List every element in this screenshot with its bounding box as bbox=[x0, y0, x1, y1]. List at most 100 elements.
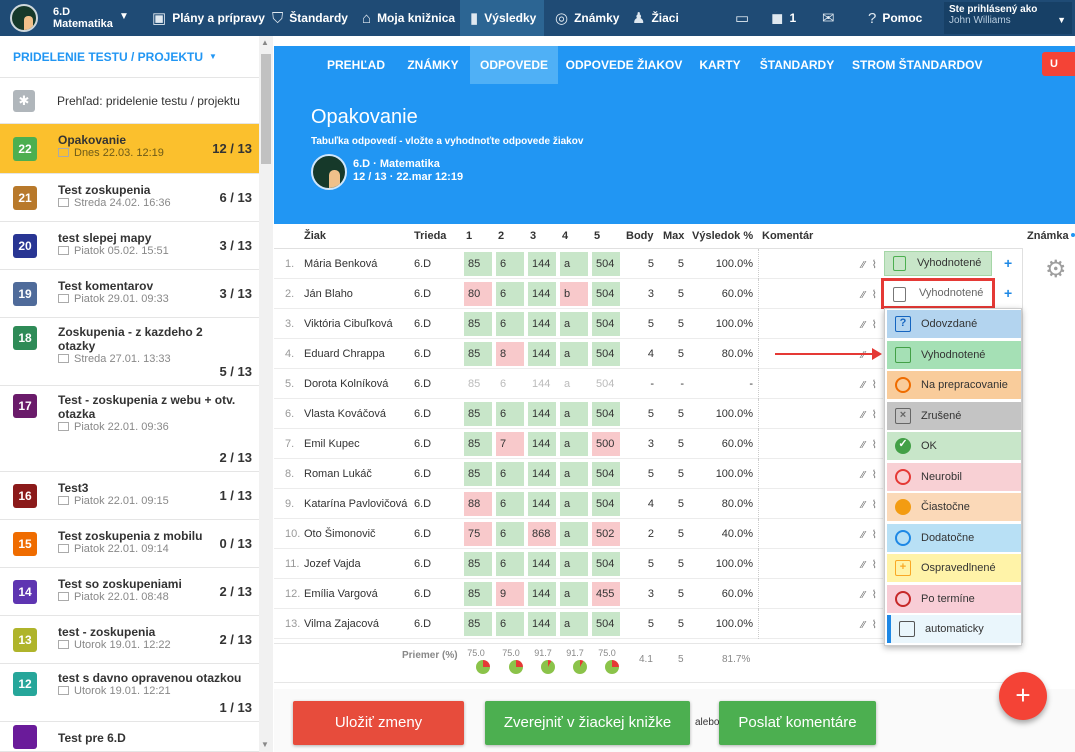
nav-students[interactable]: ♟ Žiaci bbox=[632, 10, 679, 27]
answer-cell[interactable]: 85 bbox=[468, 378, 481, 390]
answer-cell[interactable]: 85 bbox=[464, 582, 492, 606]
status-cell-active[interactable]: Vyhodnotené bbox=[881, 278, 995, 309]
answer-cell[interactable]: 6 bbox=[496, 252, 524, 276]
sidebar-item[interactable]: 21 Test zoskupenia Streda 24.02. 16:36 6 / … bbox=[0, 174, 272, 222]
answer-cell[interactable]: a bbox=[560, 252, 588, 276]
answer-cell[interactable]: 80 bbox=[464, 282, 492, 306]
col-comment[interactable]: Komentár bbox=[762, 230, 814, 242]
answer-cell[interactable]: 85 bbox=[464, 342, 492, 366]
chevron-down-icon[interactable]: ▼ bbox=[119, 11, 129, 22]
col-points[interactable]: Body bbox=[626, 230, 654, 242]
answer-cell[interactable]: 6 bbox=[496, 282, 524, 306]
attachment-icon[interactable]: ⌇ bbox=[871, 529, 877, 541]
answer-cell[interactable]: a bbox=[560, 462, 588, 486]
sidebar-item[interactable]: 19 Test komentarov Piatok 29.01. 09:33 3 / … bbox=[0, 270, 272, 318]
status-option[interactable]: ✓ OK bbox=[887, 432, 1021, 460]
tab-answers[interactable]: ODPOVEDE bbox=[470, 46, 558, 84]
answer-cell[interactable]: 85 bbox=[464, 462, 492, 486]
student-name[interactable]: Vlasta Kováčová bbox=[304, 408, 386, 420]
student-name[interactable]: Roman Lukáč bbox=[304, 468, 372, 480]
student-name[interactable]: Ján Blaho bbox=[304, 288, 353, 300]
attachment-icon[interactable]: ⌇ bbox=[871, 439, 877, 451]
add-fab-button[interactable]: + bbox=[999, 672, 1047, 720]
scroll-down-icon[interactable]: ▼ bbox=[261, 740, 269, 749]
sidebar-item[interactable]: 22 Opakovanie Dnes 22.03. 12:19 12 / 13 bbox=[0, 124, 272, 174]
tab-overview[interactable]: PREHĽAD bbox=[326, 58, 385, 72]
attachment-icon[interactable]: ⌇ bbox=[871, 499, 877, 511]
attachment-icon[interactable]: ⌇ bbox=[871, 469, 877, 481]
nav-plans[interactable]: ▣ Plány a prípravy bbox=[152, 10, 265, 27]
answer-cell[interactable]: 144 bbox=[528, 342, 556, 366]
answer-cell[interactable]: a bbox=[560, 492, 588, 516]
student-name[interactable]: Viktória Cibuľková bbox=[304, 318, 393, 330]
nav-grades[interactable]: ◎ Známky bbox=[555, 10, 620, 27]
comment-cell[interactable]: ⁄⁄ ⌇ bbox=[758, 309, 883, 339]
comment-cell[interactable]: ⁄⁄ ⌇ bbox=[758, 429, 883, 459]
col-q2[interactable]: 2 bbox=[498, 230, 505, 242]
comment-cell[interactable]: ⁄⁄ ⌇ bbox=[758, 609, 883, 639]
answer-cell[interactable]: 144 bbox=[528, 312, 556, 336]
answer-cell[interactable]: 455 bbox=[592, 582, 620, 606]
gear-icon[interactable]: ⚙ bbox=[1045, 256, 1067, 283]
answer-cell[interactable]: a bbox=[560, 522, 588, 546]
status-option[interactable]: Vyhodnotené bbox=[887, 340, 1021, 369]
screen-share-icon[interactable]: ▭ bbox=[735, 10, 750, 27]
tab-standards-tree[interactable]: STROM ŠTANDARDOV bbox=[852, 58, 983, 72]
answer-cell[interactable]: 6 bbox=[496, 402, 524, 426]
col-q4[interactable]: 4 bbox=[562, 230, 569, 242]
save-button[interactable]: Uložiť zmeny bbox=[293, 701, 464, 745]
add-grade-button[interactable]: + bbox=[1004, 255, 1013, 271]
tab-standards[interactable]: ŠTANDARDY bbox=[759, 58, 835, 72]
status-option[interactable]: ? Odovzdané bbox=[887, 310, 1021, 338]
col-q1[interactable]: 1 bbox=[466, 230, 473, 242]
col-q5[interactable]: 5 bbox=[594, 230, 601, 242]
answer-cell[interactable]: 144 bbox=[528, 612, 556, 636]
answer-cell[interactable]: 6 bbox=[496, 522, 524, 546]
status-option[interactable]: Na prepracovanie bbox=[887, 371, 1021, 399]
answer-cell[interactable]: 868 bbox=[528, 522, 556, 546]
answer-cell[interactable]: a bbox=[560, 612, 588, 636]
answer-cell[interactable]: 75 bbox=[464, 522, 492, 546]
status-option[interactable]: + Ospravedlnené bbox=[887, 554, 1021, 582]
answer-cell[interactable]: 144 bbox=[528, 492, 556, 516]
comment-cell[interactable]: ⁄⁄ ⌇ bbox=[758, 519, 883, 549]
sidebar-item[interactable]: 17 Test - zoskupenia z webu + otv. otazka… bbox=[0, 386, 272, 472]
nav-results[interactable]: ▮ Výsledky bbox=[460, 0, 544, 36]
attachment-icon[interactable]: ⌇ bbox=[871, 319, 877, 331]
answer-cell[interactable]: 504 bbox=[596, 378, 615, 390]
answer-cell[interactable]: 144 bbox=[528, 402, 556, 426]
status-cell[interactable]: Vyhodnotené bbox=[884, 251, 992, 276]
answer-cell[interactable]: 9 bbox=[496, 582, 524, 606]
comment-cell[interactable]: ⁄⁄ ⌇ bbox=[758, 399, 883, 429]
sidebar-scrollbar[interactable]: ▲ ▼ bbox=[259, 36, 273, 752]
mail-icon[interactable]: ✉ bbox=[822, 10, 835, 27]
answer-cell[interactable]: 85 bbox=[464, 252, 492, 276]
answer-cell[interactable]: a bbox=[560, 312, 588, 336]
answer-cell[interactable]: 500 bbox=[592, 432, 620, 456]
comment-cell[interactable]: ⁄⁄ ⌇ bbox=[758, 579, 883, 609]
status-option[interactable]: × Zrušené bbox=[887, 401, 1021, 430]
sidebar-item[interactable]: 16 Test3 Piatok 22.01. 09:15 1 / 13 bbox=[0, 472, 272, 520]
attachment-icon[interactable]: ⌇ bbox=[871, 589, 877, 601]
student-name[interactable]: Eduard Chrappa bbox=[304, 348, 385, 360]
answer-cell[interactable]: 144 bbox=[528, 582, 556, 606]
attachment-icon[interactable]: ⌇ bbox=[871, 619, 877, 631]
answer-cell[interactable]: a bbox=[560, 432, 588, 456]
answer-cell[interactable]: 85 bbox=[464, 312, 492, 336]
student-name[interactable]: Emil Kupec bbox=[304, 438, 360, 450]
answer-cell[interactable]: 144 bbox=[528, 462, 556, 486]
answer-cell[interactable]: 504 bbox=[592, 312, 620, 336]
sidebar-item[interactable]: 14 Test so zoskupeniami Piatok 22.01. 08:4… bbox=[0, 568, 272, 616]
answer-cell[interactable]: 144 bbox=[532, 378, 551, 390]
sidebar-item[interactable]: 20 test slepej mapy Piatok 05.02. 15:51 3 /… bbox=[0, 222, 272, 270]
answer-cell[interactable]: 502 bbox=[592, 522, 620, 546]
sidebar-item[interactable]: 15 Test zoskupenia z mobilu Piatok 22.01. … bbox=[0, 520, 272, 568]
attachment-icon[interactable]: ⌇ bbox=[871, 379, 877, 391]
add-grade-button[interactable]: + bbox=[1004, 285, 1013, 301]
answer-cell[interactable]: 85 bbox=[464, 612, 492, 636]
status-option[interactable]: Dodatočne bbox=[887, 523, 1021, 552]
sidebar-item[interactable]: Test pre 6.D bbox=[0, 722, 272, 752]
nav-standards[interactable]: ⛉ Štandardy bbox=[272, 9, 348, 27]
answer-cell[interactable]: 6 bbox=[500, 378, 507, 390]
attachment-icon[interactable]: ⌇ bbox=[871, 559, 877, 571]
